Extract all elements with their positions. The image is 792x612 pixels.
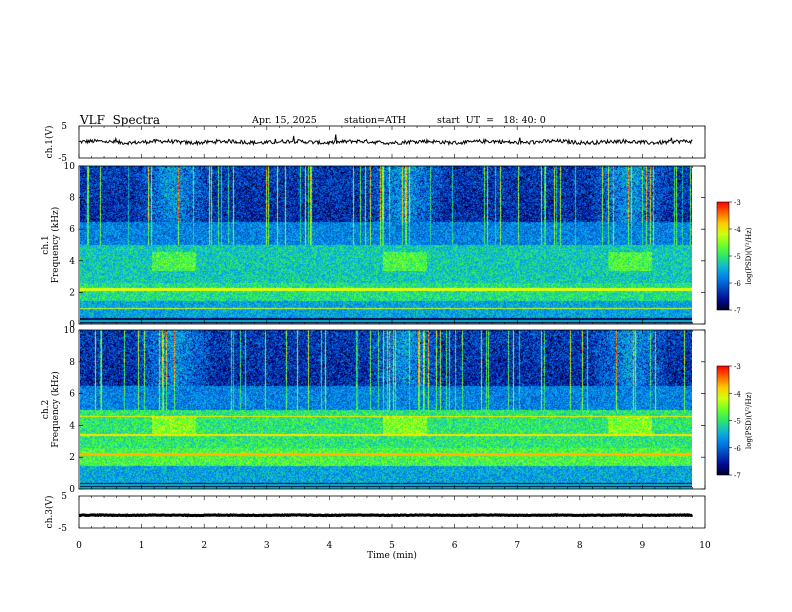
ch2-spectrogram-ytick-label: 6 <box>69 390 75 400</box>
ch2-colorbar-tick-label: -3 <box>734 363 741 371</box>
ch1-colorbar-tick-label: -3 <box>734 199 741 207</box>
ch1-spectrogram-ytick-label: 2 <box>69 288 75 298</box>
ch2-spectrogram-ylabel: Frequency (kHz) <box>50 371 61 448</box>
x-tick-label: 6 <box>452 541 458 551</box>
ch1-waveform-ylabel: ch.1(V) <box>44 126 55 159</box>
x-tick-label: 8 <box>577 541 583 551</box>
ch1-spectrogram-ytick-label: 4 <box>69 257 75 267</box>
ch1-colorbar-tick-label: -5 <box>734 253 741 261</box>
ch3-waveform-frame <box>78 495 706 529</box>
x-axis-title: Time (min) <box>367 550 417 561</box>
x-tick-label: 0 <box>76 541 82 551</box>
figure-title: VLF Spectra <box>80 113 161 127</box>
ch1-waveform-trace <box>78 134 693 147</box>
x-tick-label: 7 <box>514 541 520 551</box>
x-tick-label: 1 <box>139 541 145 551</box>
ch1-colorbar-tick-label: -7 <box>734 307 741 315</box>
ch2-colorbar-tick-label: -4 <box>734 390 741 398</box>
ch1-spectrogram-ytick-label: 8 <box>69 194 75 204</box>
ch1-colorbar-label: log(PSD)(V²/Hz) <box>745 227 753 284</box>
x-tick-label: 5 <box>389 541 395 551</box>
ch2-spectrogram-image <box>80 330 692 489</box>
ch2-spectrogram-ytick-label: 4 <box>69 421 75 431</box>
x-tick-label: 10 <box>699 541 711 551</box>
x-tick-label: 4 <box>327 541 333 551</box>
ch1-spectrogram-ytick-label: 6 <box>69 225 75 235</box>
ch1-spectrogram-ylabel: ch.1 <box>41 235 51 254</box>
start-time-label: start UT = 18: 40: 0 <box>437 115 546 126</box>
ch2-spectrogram-ytick-label: 10 <box>64 326 76 336</box>
ch3-waveform-ytick-label: -5 <box>58 524 67 534</box>
x-tick-label: 9 <box>640 541 646 551</box>
ch2-colorbar-label: log(PSD)(V²/Hz) <box>745 392 753 449</box>
x-tick-label: 3 <box>264 541 270 551</box>
date-label: Apr. 15, 2025 <box>252 115 317 126</box>
ch2-colorbar-tick-label: -7 <box>734 472 741 480</box>
ch2-colorbar <box>716 365 730 476</box>
ch2-spectrogram-ylabel: ch.2 <box>41 400 51 419</box>
ch2-spectrogram-ytick-label: 8 <box>69 358 75 368</box>
ch1-colorbar-tick-label: -4 <box>734 226 741 234</box>
ch1-spectrogram-image <box>80 166 692 324</box>
ch3-waveform-ylabel: ch.3(V) <box>44 496 55 529</box>
x-tick-label: 2 <box>201 541 207 551</box>
ch1-colorbar <box>716 201 730 311</box>
ch1-colorbar-tick-label: -6 <box>734 280 741 288</box>
ch1-waveform-ytick-label: -5 <box>58 154 67 164</box>
ch1-spectrogram-ytick-label: 0 <box>69 320 75 330</box>
station-label: station=ATH <box>344 115 406 126</box>
ch1-waveform-ytick-label: 5 <box>61 122 67 132</box>
ch3-waveform-ytick-label: 5 <box>61 492 67 502</box>
ch3-waveform-trace <box>78 513 694 518</box>
ch2-spectrogram-ytick-label: 2 <box>69 453 75 463</box>
ch2-colorbar-tick-label: -5 <box>734 418 741 426</box>
ch2-colorbar-tick-label: -6 <box>734 445 741 453</box>
ch1-spectrogram-ylabel: Frequency (kHz) <box>50 207 61 284</box>
ch2-spectrogram-ytick-label: 0 <box>69 485 75 495</box>
ch1-spectrogram-ytick-label: 10 <box>64 162 76 172</box>
